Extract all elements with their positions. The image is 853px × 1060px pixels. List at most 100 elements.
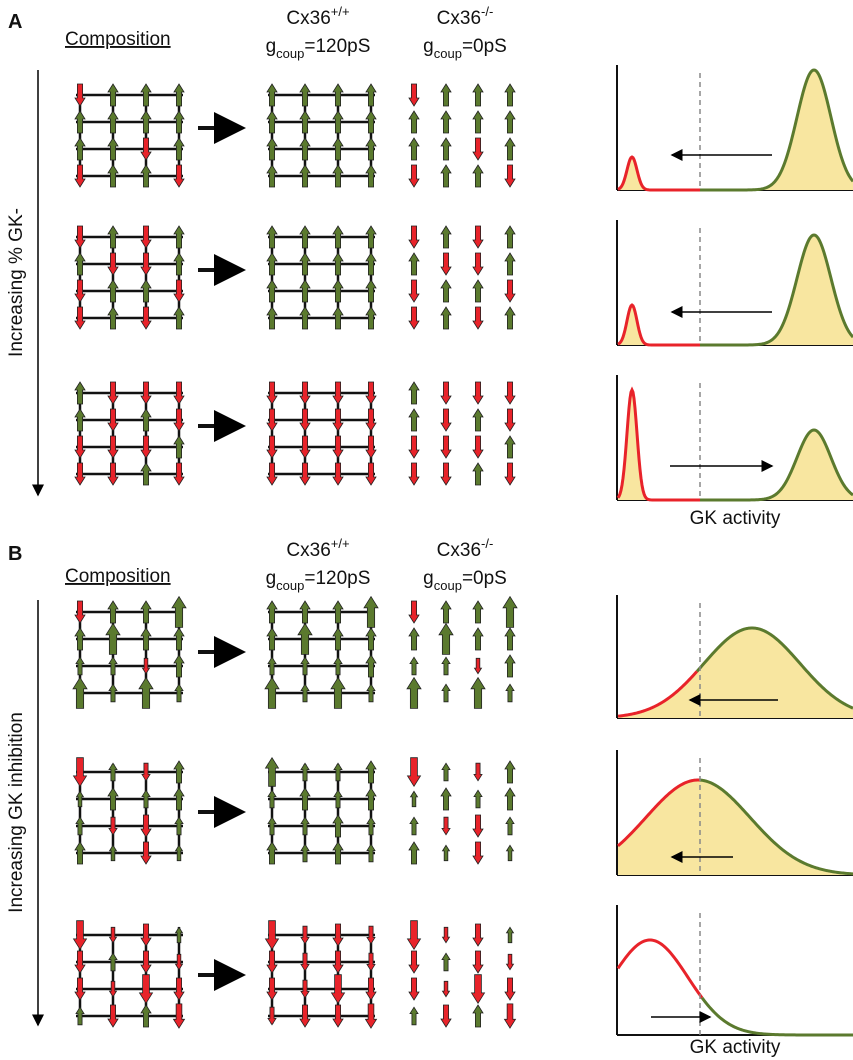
cell-arrow xyxy=(505,655,515,677)
cell-arrow xyxy=(505,307,515,329)
cell-arrow xyxy=(473,253,483,275)
cell-arrow xyxy=(409,165,419,187)
cell-arrow xyxy=(505,165,515,187)
coupling-symbol: g xyxy=(266,568,277,589)
coupling-value: gcoup=0pS xyxy=(423,568,507,593)
cell-arrow xyxy=(409,601,419,623)
figure: ACompositionCx36+/+gcoup=120pSCx36-/-gco… xyxy=(0,0,853,1060)
cell-arrow xyxy=(475,658,482,673)
x-axis-label: GK activity xyxy=(690,1037,781,1058)
hist-curve xyxy=(702,998,853,1035)
cell-arrow xyxy=(473,84,483,106)
hist-fill xyxy=(618,390,853,500)
cell-arrow xyxy=(505,463,515,485)
cell-arrow xyxy=(441,307,451,329)
cell-arrow xyxy=(409,978,419,1000)
cell-arrow xyxy=(442,657,450,675)
cell-arrow xyxy=(507,845,514,860)
cell-arrow xyxy=(506,684,514,702)
cell-arrow xyxy=(410,817,418,835)
coupling-value: gcoup=120pS xyxy=(266,568,371,593)
cell-arrow xyxy=(441,1005,451,1027)
cell-arrow xyxy=(441,601,451,623)
cell-arrow xyxy=(505,226,515,248)
coupling-subscript: coup xyxy=(276,578,304,593)
trend-label: Increasing GK inhibition xyxy=(6,712,27,913)
cell-arrow xyxy=(441,84,451,106)
cell-arrow xyxy=(409,842,419,864)
cell-arrow xyxy=(409,409,419,431)
cell-arrow xyxy=(441,280,451,302)
cell-arrow xyxy=(441,409,451,431)
cell-arrow xyxy=(443,981,450,996)
cell-arrow xyxy=(409,280,419,302)
cell-arrow xyxy=(407,678,421,709)
cell-arrow xyxy=(441,463,451,485)
panel-label: A xyxy=(8,11,22,33)
coupling-symbol: g xyxy=(423,568,434,589)
condition-superscript: -/- xyxy=(481,536,493,551)
cell-arrow xyxy=(507,954,514,969)
cell-arrow xyxy=(410,657,418,675)
cell-arrow xyxy=(503,597,517,628)
condition-name-text: Cx36 xyxy=(437,540,481,561)
cell-arrow xyxy=(473,280,483,302)
coupling-value-text: =120pS xyxy=(304,36,370,57)
condition-superscript: +/+ xyxy=(331,536,350,551)
cell-arrow xyxy=(473,951,483,973)
condition-name-text: Cx36 xyxy=(286,8,330,29)
cell-arrow xyxy=(473,382,483,404)
column-heading: Composition xyxy=(65,29,171,50)
cell-arrow xyxy=(441,253,451,275)
cell-arrow xyxy=(441,138,451,160)
cell-arrow xyxy=(410,1007,418,1025)
cell-arrow xyxy=(473,409,483,431)
hist-fill xyxy=(618,628,853,718)
cell-arrow xyxy=(442,763,450,781)
cell-arrow xyxy=(473,1005,483,1027)
cell-arrow xyxy=(473,628,483,650)
cell-arrow xyxy=(409,307,419,329)
cell-arrow xyxy=(409,463,419,485)
cell-arrow xyxy=(505,253,515,275)
cell-arrow xyxy=(442,817,450,835)
coupling-value-text: =0pS xyxy=(462,568,507,589)
cell-arrow xyxy=(505,138,515,160)
cell-arrow xyxy=(505,761,515,783)
cell-arrow xyxy=(409,382,419,404)
cell-arrow xyxy=(408,758,421,787)
coupling-subscript: coup xyxy=(434,578,462,593)
cell-arrow xyxy=(473,842,483,864)
cell-arrow xyxy=(473,601,483,623)
hist-curve xyxy=(618,940,702,998)
cell-arrow xyxy=(442,953,450,971)
cell-arrow xyxy=(474,790,482,808)
condition-superscript: -/- xyxy=(481,4,493,19)
coupling-subscript: coup xyxy=(434,46,462,61)
cell-arrow xyxy=(442,684,450,702)
cell-arrow xyxy=(443,845,450,860)
cell-arrow xyxy=(443,927,450,942)
cell-arrow xyxy=(505,436,515,458)
cell-arrow xyxy=(473,924,483,946)
cell-arrow xyxy=(505,382,515,404)
cell-arrow xyxy=(408,921,421,950)
coupling-subscript: coup xyxy=(276,46,304,61)
cell-arrow xyxy=(441,382,451,404)
cell-arrow xyxy=(473,111,483,133)
cell-arrow xyxy=(441,226,451,248)
condition-name: Cx36+/+ xyxy=(286,4,349,29)
coupling-symbol: g xyxy=(266,36,277,57)
condition-superscript: +/+ xyxy=(331,4,350,19)
coupling-value: gcoup=120pS xyxy=(266,36,371,61)
cell-arrow xyxy=(505,280,515,302)
cell-arrow xyxy=(409,951,419,973)
panel-label: B xyxy=(8,543,22,565)
cell-arrow xyxy=(472,975,485,1004)
cell-arrow xyxy=(409,253,419,275)
cell-arrow xyxy=(505,788,515,810)
cell-arrow xyxy=(505,628,515,650)
column-heading: Composition xyxy=(65,566,171,587)
cell-arrow xyxy=(473,436,483,458)
cell-arrow xyxy=(409,138,419,160)
